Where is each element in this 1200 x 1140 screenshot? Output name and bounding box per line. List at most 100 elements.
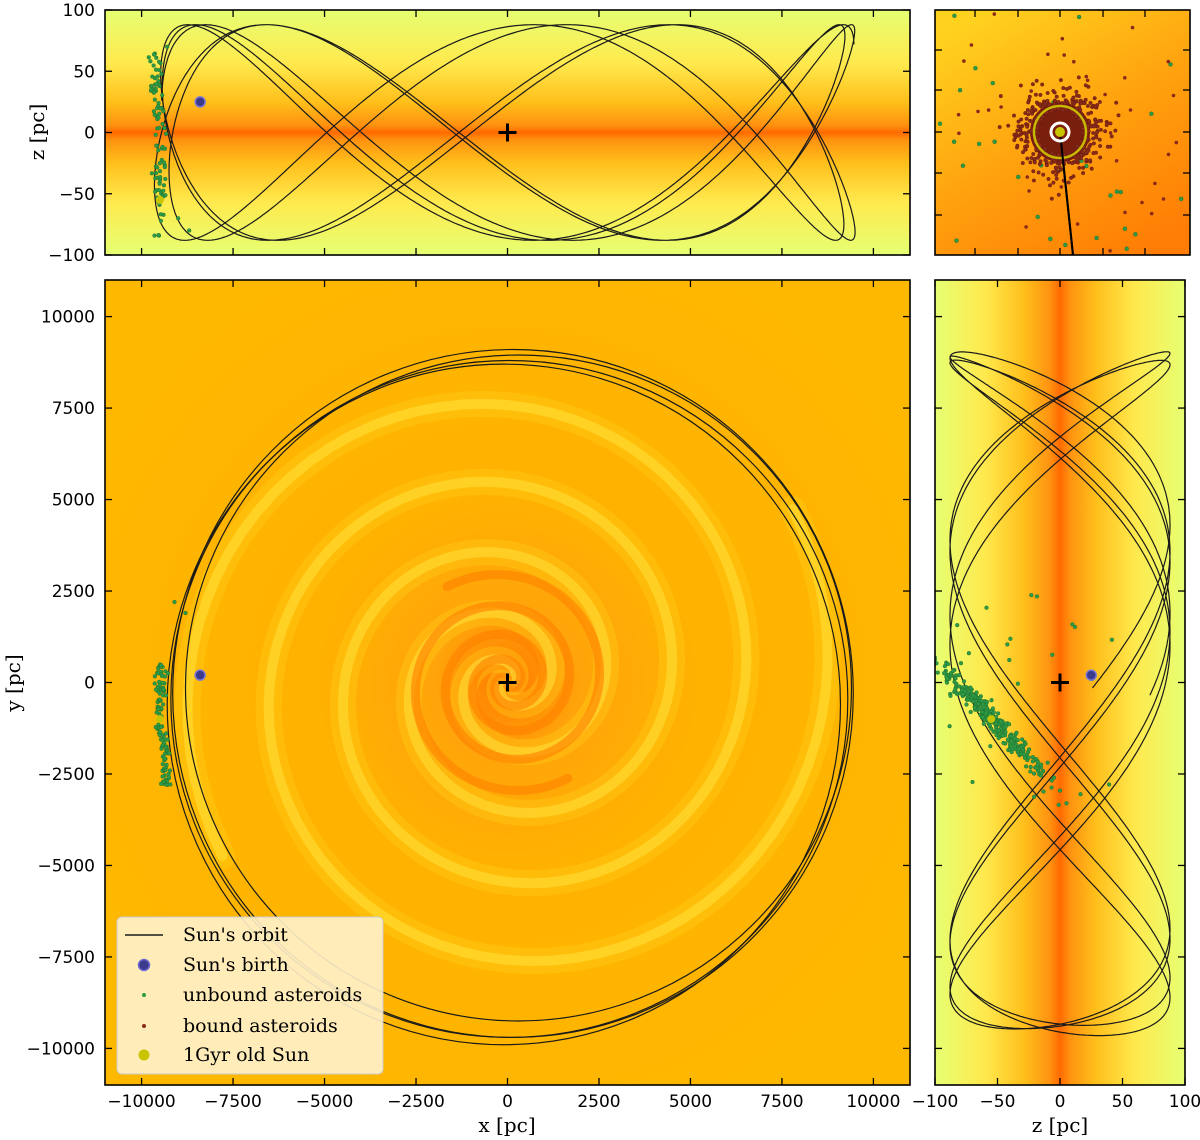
bound-asteroid xyxy=(1113,128,1118,133)
inset-panel xyxy=(934,9,1191,256)
bound-asteroid xyxy=(1043,102,1048,107)
bound-asteroid xyxy=(1031,178,1036,183)
xz-ticks: 100 50 0 −50 −100 xyxy=(48,1,910,266)
bound-asteroid xyxy=(1070,161,1075,166)
unbound-asteroid xyxy=(970,779,975,785)
unbound-asteroid xyxy=(148,59,153,64)
unbound-asteroid xyxy=(153,189,158,194)
unbound-asteroid xyxy=(165,671,171,676)
x-tick-label: 100 xyxy=(1169,1092,1200,1112)
unbound-asteroid xyxy=(1005,737,1010,742)
bound-asteroid xyxy=(1029,109,1034,114)
unbound-asteroid xyxy=(948,693,953,698)
unbound-asteroid xyxy=(953,687,958,692)
bound-asteroid xyxy=(1046,177,1051,181)
unbound-asteroid xyxy=(157,682,162,688)
bound-asteroid xyxy=(1075,222,1080,226)
y-tick-label: −5000 xyxy=(37,856,95,876)
unbound-asteroid xyxy=(1026,747,1032,752)
unbound-asteroid xyxy=(163,193,168,198)
unbound-asteroid xyxy=(156,187,162,193)
bound-asteroid xyxy=(1089,166,1094,171)
unbound-asteroid xyxy=(966,689,971,694)
bound-asteroid xyxy=(1103,92,1107,97)
unbound-asteroid xyxy=(935,661,939,666)
unbound-asteroid xyxy=(1149,111,1154,117)
bound-asteroid xyxy=(1070,100,1075,105)
bound-asteroid xyxy=(1094,130,1099,135)
unbound-asteroid xyxy=(152,76,158,81)
unbound-asteroid xyxy=(183,610,188,616)
unbound-asteroid xyxy=(973,65,978,71)
unbound-asteroid xyxy=(159,746,164,751)
bound-asteroid xyxy=(1128,108,1133,112)
bound-asteroid xyxy=(1056,192,1061,197)
unbound-asteroid xyxy=(1168,62,1173,67)
unbound-asteroid xyxy=(149,87,154,92)
bound-asteroid xyxy=(1153,181,1157,186)
xy-marker-group xyxy=(155,669,517,724)
unbound-asteroid xyxy=(1026,755,1031,760)
unbound-asteroid xyxy=(1048,236,1053,242)
unbound-asteroid xyxy=(944,676,950,681)
bound-asteroid xyxy=(1024,225,1028,229)
bound-asteroid xyxy=(969,43,974,47)
bound-asteroid xyxy=(1087,144,1092,149)
old-sun-marker xyxy=(155,195,164,204)
unbound-asteroid xyxy=(980,714,985,720)
bound-asteroid xyxy=(1016,119,1021,124)
bound-asteroid xyxy=(1098,155,1103,160)
bound-asteroid xyxy=(1038,92,1043,97)
unbound-asteroid xyxy=(164,693,169,698)
y-tick-label: 7500 xyxy=(52,399,95,419)
unbound-asteroid xyxy=(164,731,169,736)
unbound-asteroid xyxy=(1005,642,1010,647)
x-tick-label: 0 xyxy=(502,1092,513,1112)
x-tick-label: −100 xyxy=(912,1092,959,1112)
bound-asteroid xyxy=(1038,102,1042,107)
bound-asteroid xyxy=(1034,148,1039,153)
bound-asteroid xyxy=(1019,117,1024,122)
bound-asteroid xyxy=(1086,84,1091,89)
bound-asteroid xyxy=(1079,101,1084,106)
bound-asteroid xyxy=(1015,128,1020,133)
x-tick-label: 10000 xyxy=(846,1092,900,1112)
unbound-asteroid xyxy=(1072,624,1078,630)
unbound-asteroid xyxy=(157,169,163,174)
y-tick-label: −100 xyxy=(48,246,95,266)
bound-asteroid xyxy=(1031,169,1036,174)
zy-orbit-group xyxy=(949,351,1171,1037)
unbound-asteroid xyxy=(1010,746,1015,751)
unbound-asteroid xyxy=(991,729,996,734)
bound-asteroid xyxy=(1097,137,1102,142)
unbound-asteroid xyxy=(163,744,169,750)
bound-asteroid xyxy=(1081,165,1086,170)
bound-asteroid xyxy=(1024,116,1029,121)
unbound-asteroid xyxy=(958,661,964,666)
unbound-asteroid xyxy=(152,681,157,686)
unbound-asteroid xyxy=(918,653,922,657)
bound-asteroid xyxy=(1140,200,1144,205)
unbound-asteroid xyxy=(990,80,995,86)
unbound-asteroid xyxy=(156,100,161,106)
unbound-asteroid xyxy=(935,670,940,675)
unbound-asteroid xyxy=(1009,739,1014,744)
bound-asteroid xyxy=(1061,86,1066,91)
legend-label-orbit: Sun's orbit xyxy=(183,924,288,946)
x-tick-label: 7500 xyxy=(760,1092,803,1112)
legend-label-unbound: unbound asteroids xyxy=(183,984,362,1006)
x-tick-label: 50 xyxy=(1112,1092,1134,1112)
unbound-asteroid xyxy=(161,108,166,114)
unbound-asteroid xyxy=(156,115,161,120)
inset-ticks xyxy=(935,10,1190,255)
zy-panel: −100 −50 0 50 100 z [pc] xyxy=(912,279,1200,1137)
unbound-asteroid xyxy=(162,126,167,131)
bound-asteroid xyxy=(1074,99,1079,103)
unbound-asteroid xyxy=(166,775,171,780)
unbound-asteroid xyxy=(954,238,959,243)
bound-asteroid xyxy=(1093,105,1098,109)
unbound-asteroid xyxy=(937,121,943,126)
unbound-asteroid xyxy=(158,212,163,217)
bound-asteroid xyxy=(1066,180,1071,185)
